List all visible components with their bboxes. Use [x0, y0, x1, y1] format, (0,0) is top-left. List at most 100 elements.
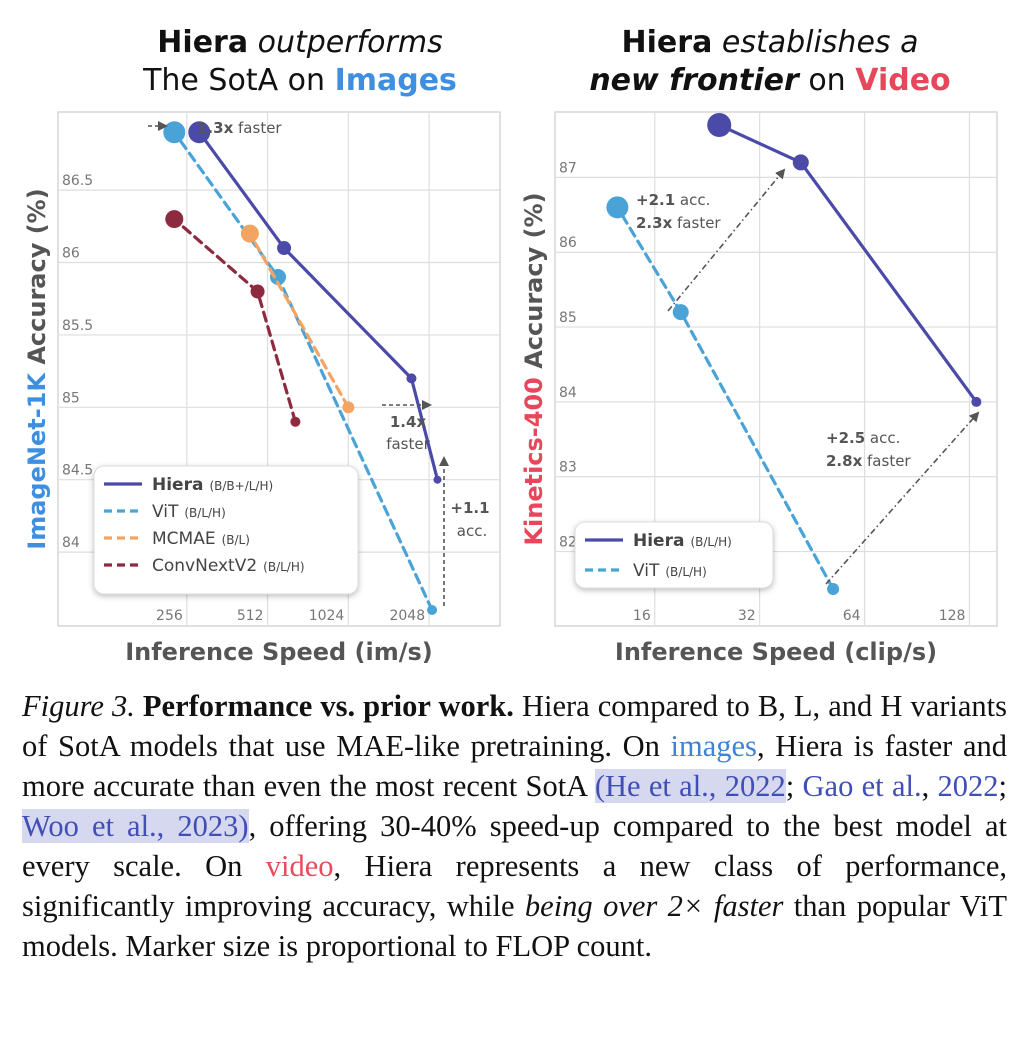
caption-text-3: , offering 30-40% speed-up compared to t…	[22, 809, 1007, 883]
charts-canvas: 84 84.5 85 85.5 86 86.5 256 512 1024 2048 1.3x f…	[23, 111, 998, 666]
left-title-bold: Hiera	[157, 25, 249, 60]
right-title-bold-italic: new frontier	[589, 63, 799, 98]
annotation-2p3x-bold: 2.3x	[636, 214, 673, 232]
legend-label-vit: ViT (B/L/H)	[633, 561, 707, 581]
caption-cite-he[interactable]: He et al., 2022	[605, 769, 786, 803]
caption-cite-gao-year[interactable]: 2022	[937, 769, 999, 803]
annotation-1p3x-bold: 1.3x	[197, 119, 234, 137]
kinetics-y-axis-highlight: Kinetics-400	[520, 377, 548, 545]
x-tick-label: 64	[843, 608, 861, 624]
x-tick-label: 16	[633, 608, 651, 624]
annotation-1p3x: 1.3x faster	[197, 119, 282, 137]
imagenet-legend: Hiera (B/B+/L/H) ViT (B/L/H) MCMAE (B/L) ConvN…	[93, 465, 359, 595]
annotation-2p1-text: acc.	[680, 191, 710, 209]
data-point-convnext	[165, 210, 184, 229]
caption-bold-title: Performance vs. prior work.	[142, 689, 514, 723]
caption-link-video[interactable]: video	[265, 849, 334, 883]
left-title-highlight: Images	[334, 63, 457, 98]
kinetics-y-ticks: 82 83 84 85 86 87	[559, 160, 577, 550]
caption-paren-close: )	[238, 809, 249, 843]
y-tick-label: 85	[62, 390, 80, 406]
data-point-hiera	[707, 113, 732, 137]
data-point-hiera	[277, 241, 292, 256]
annotation-2p3x-text: faster	[677, 214, 721, 232]
data-point-mcmae	[240, 224, 259, 243]
caption-text-2: , Hiera is faster and more accurate than…	[22, 729, 1008, 803]
y-tick-label: 84	[559, 385, 577, 401]
caption-text-4: , Hiera represents a new class of perfor…	[22, 849, 1008, 923]
kinetics-x-ticks: 16 32 64 128	[633, 608, 966, 624]
kinetics-chart: 82 83 84 85 86 87 16 32 64 128 +2.1 acc. 2.3x fa…	[520, 111, 998, 666]
x-tick-label: 512	[237, 608, 264, 624]
y-tick-label: 83	[559, 460, 577, 476]
legend-label-mcmae: MCMAE (B/L)	[152, 529, 250, 549]
data-point-hiera	[792, 154, 809, 171]
data-point-vit	[606, 196, 629, 219]
y-tick-label: 86	[559, 235, 577, 251]
y-tick-label: 84.5	[62, 463, 93, 479]
right-title-on: on	[808, 63, 846, 98]
series-line-mcmae	[248, 231, 350, 409]
data-point-vit	[672, 304, 689, 321]
kinetics-y-axis-rest: Accuracy (%)	[520, 192, 548, 368]
kinetics-y-axis-label: Kinetics-400 Accuracy (%)	[520, 192, 548, 545]
caption-cite-gao[interactable]: Gao et al.	[802, 769, 922, 803]
caption-sep-2: ;	[998, 769, 1008, 803]
annotation-2p8x-bold: 2.8x	[826, 452, 863, 470]
caption-fig-label: Figure 3.	[22, 689, 135, 723]
imagenet-y-ticks: 84 84.5 85 85.5 86 86.5	[62, 173, 93, 551]
x-tick-label: 2048	[389, 608, 425, 624]
right-title-highlight: Video	[855, 63, 951, 98]
legend-label-hiera: Hiera (B/B+/L/H)	[152, 475, 273, 495]
left-chart-title: Hiera outperforms The SotA on Images	[40, 24, 560, 100]
right-chart-title: Hiera establishes a new frontier on Vide…	[530, 24, 1010, 100]
imagenet-x-ticks: 256 512 1024 2048	[156, 608, 425, 624]
caption-comma: ,	[921, 769, 930, 803]
x-tick-label: 32	[738, 608, 756, 624]
annotation-2p5-bold: +2.5	[826, 429, 865, 447]
left-title-prefix: The SotA on	[143, 63, 326, 98]
annotation-2p1-bold: +2.1	[636, 191, 675, 209]
right-title-bold: Hiera	[621, 25, 713, 60]
data-point-hiera	[433, 475, 442, 484]
data-point-vit	[827, 583, 840, 595]
imagenet-x-axis-label: Inference Speed (im/s)	[125, 638, 433, 666]
caption-text-1: Hiera compared to B, L, and H variants o…	[22, 689, 1008, 763]
data-point-hiera	[406, 373, 417, 384]
caption-link-images[interactable]: images	[670, 729, 757, 763]
kinetics-series	[606, 113, 982, 595]
y-tick-label: 85.5	[62, 318, 93, 334]
imagenet-y-axis-label: ImageNet-1K Accuracy (%)	[23, 188, 51, 549]
annotation-2p1-line1: +2.1 acc.	[636, 191, 710, 209]
imagenet-chart: 84 84.5 85 85.5 86 86.5 256 512 1024 2048 1.3x f…	[23, 111, 501, 666]
annotation-acc-bold: +1.1	[450, 499, 489, 517]
y-tick-label: 86.5	[62, 173, 93, 189]
caption-sep-1: ;	[785, 769, 795, 803]
data-point-convnext	[250, 284, 265, 299]
y-tick-label: 85	[559, 310, 577, 326]
data-point-hiera	[971, 396, 982, 407]
x-tick-label: 1024	[309, 608, 345, 624]
y-tick-label: 84	[62, 535, 80, 551]
y-tick-label: 86	[62, 246, 80, 262]
series-line-hiera	[197, 130, 440, 482]
data-point-vit	[427, 605, 438, 615]
imagenet-y-axis-rest: Accuracy (%)	[23, 188, 51, 364]
data-point-vit	[163, 121, 186, 144]
caption-paren-open: (	[594, 769, 605, 803]
imagenet-series	[163, 121, 442, 615]
caption-text-5: than popular ViT models. Marker size is …	[22, 889, 1008, 963]
data-point-hiera	[188, 121, 211, 144]
annotation-acc-text: acc.	[457, 522, 487, 540]
caption-cite-woo[interactable]: Woo et al., 2023	[22, 809, 239, 843]
legend-label-vit: ViT (B/L/H)	[152, 502, 226, 522]
data-point-convnext	[290, 416, 301, 427]
kinetics-legend: Hiera (B/L/H) ViT (B/L/H)	[574, 521, 774, 589]
kinetics-x-axis-label: Inference Speed (clip/s)	[615, 638, 937, 666]
annotation-1p4x-text: faster	[386, 435, 430, 453]
right-title-italic: establishes a	[721, 25, 919, 60]
x-tick-label: 128	[939, 608, 966, 624]
annotation-1p4x-bold: 1.4x	[390, 413, 427, 431]
legend-label-hiera: Hiera (B/L/H)	[633, 531, 732, 551]
left-title-italic: outperforms	[257, 25, 443, 60]
